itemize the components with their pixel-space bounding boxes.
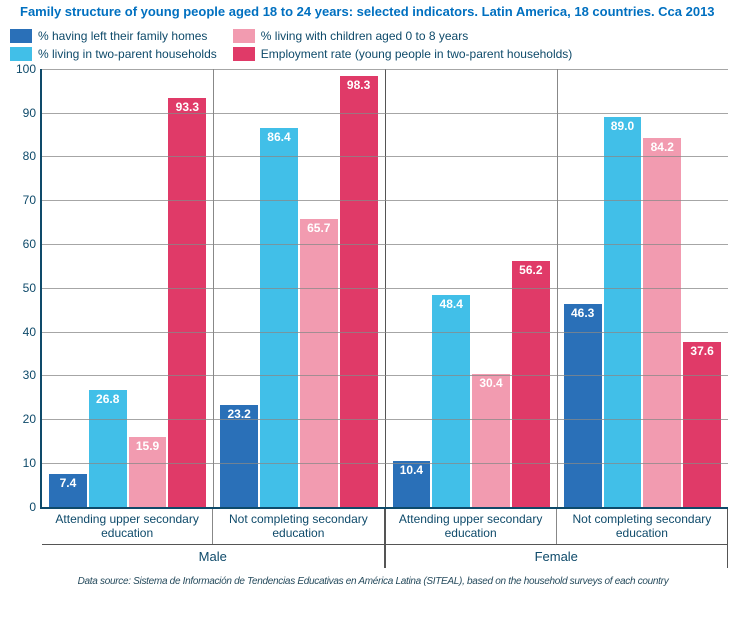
legend-item: Employment rate (young people in two-par… bbox=[233, 47, 573, 61]
chart-title: Family structure of young people aged 18… bbox=[0, 0, 746, 23]
x-group-label: Female bbox=[386, 544, 728, 568]
y-tick-label: 20 bbox=[23, 412, 42, 426]
bar: 7.4 bbox=[49, 474, 87, 506]
bar: 10.4 bbox=[393, 461, 431, 507]
legend-item: % living with children aged 0 to 8 years bbox=[233, 29, 573, 43]
legend-swatch bbox=[233, 29, 255, 43]
bar: 26.8 bbox=[89, 390, 127, 507]
bar-value-label: 46.3 bbox=[571, 306, 594, 320]
bar-value-label: 30.4 bbox=[479, 376, 502, 390]
bar-value-label: 37.6 bbox=[690, 344, 713, 358]
bar: 89.0 bbox=[604, 117, 642, 507]
y-tick-label: 0 bbox=[29, 500, 42, 514]
y-tick-label: 10 bbox=[23, 456, 42, 470]
bar: 48.4 bbox=[432, 295, 470, 507]
bar: 84.2 bbox=[643, 138, 681, 507]
bar: 86.4 bbox=[260, 128, 298, 506]
bar-value-label: 98.3 bbox=[347, 78, 370, 92]
x-subgroup-label: Attending upper secondary education bbox=[42, 509, 213, 545]
bar-value-label: 26.8 bbox=[96, 392, 119, 406]
y-tick-label: 40 bbox=[23, 325, 42, 339]
x-subgroup-label: Not completing secondary education bbox=[557, 509, 727, 545]
x-axis: Attending upper secondary educationNot c… bbox=[40, 509, 728, 569]
y-tick-label: 80 bbox=[23, 149, 42, 163]
legend-label: % having left their family homes bbox=[38, 29, 207, 43]
y-tick-label: 100 bbox=[16, 62, 42, 76]
legend-label: % living with children aged 0 to 8 years bbox=[261, 29, 468, 43]
bar: 93.3 bbox=[168, 98, 206, 507]
bar: 15.9 bbox=[129, 437, 167, 507]
legend-item: % living in two-parent households bbox=[10, 47, 217, 61]
legend-item: % having left their family homes bbox=[10, 29, 217, 43]
legend-label: % living in two-parent households bbox=[38, 47, 217, 61]
bar: 23.2 bbox=[220, 405, 258, 507]
y-tick-label: 50 bbox=[23, 281, 42, 295]
bar-value-label: 48.4 bbox=[440, 297, 463, 311]
legend-swatch bbox=[10, 47, 32, 61]
y-tick-label: 30 bbox=[23, 368, 42, 382]
y-tick-label: 90 bbox=[23, 106, 42, 120]
legend: % having left their family homes % livin… bbox=[0, 23, 746, 65]
bar-value-label: 65.7 bbox=[307, 221, 330, 235]
chart-area: 7.4 26.8 15.9 93.3 23.2 86.4 65.7 98.3 10.4 48.4 3… bbox=[40, 69, 728, 509]
bar-value-label: 56.2 bbox=[519, 263, 542, 277]
bar-value-label: 89.0 bbox=[611, 119, 634, 133]
x-subgroup-label: Not completing secondary education bbox=[213, 509, 383, 545]
bar: 37.6 bbox=[683, 342, 721, 507]
legend-swatch bbox=[233, 47, 255, 61]
bar: 56.2 bbox=[512, 261, 550, 507]
bar-value-label: 86.4 bbox=[267, 130, 290, 144]
y-tick-label: 60 bbox=[23, 237, 42, 251]
bar-value-label: 84.2 bbox=[651, 140, 674, 154]
bar: 46.3 bbox=[564, 304, 602, 507]
y-tick-label: 70 bbox=[23, 193, 42, 207]
x-group-label: Male bbox=[42, 544, 384, 568]
bar-value-label: 10.4 bbox=[400, 463, 423, 477]
data-source-footer: Data source: Sistema de Información de T… bbox=[0, 568, 746, 587]
bar-value-label: 7.4 bbox=[60, 476, 77, 490]
legend-label: Employment rate (young people in two-par… bbox=[261, 47, 573, 61]
bar: 30.4 bbox=[472, 374, 510, 507]
x-subgroup-label: Attending upper secondary education bbox=[386, 509, 557, 545]
legend-swatch bbox=[10, 29, 32, 43]
bar: 98.3 bbox=[340, 76, 378, 507]
bar-value-label: 15.9 bbox=[136, 439, 159, 453]
